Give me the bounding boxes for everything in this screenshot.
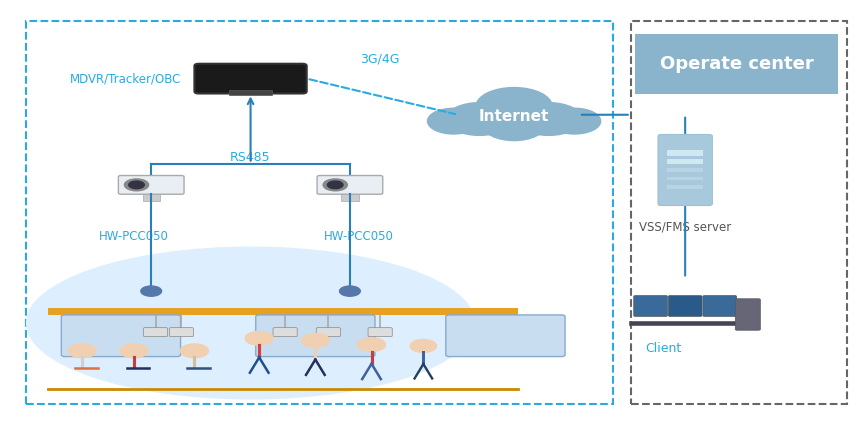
- FancyBboxPatch shape: [317, 176, 383, 194]
- Circle shape: [358, 338, 385, 351]
- FancyBboxPatch shape: [143, 328, 168, 337]
- Circle shape: [410, 340, 436, 352]
- Circle shape: [120, 344, 148, 358]
- Bar: [341, 192, 359, 201]
- FancyBboxPatch shape: [368, 328, 392, 337]
- FancyBboxPatch shape: [669, 296, 702, 316]
- Circle shape: [181, 344, 208, 358]
- FancyBboxPatch shape: [229, 90, 272, 95]
- Circle shape: [446, 103, 512, 136]
- FancyBboxPatch shape: [273, 328, 297, 337]
- FancyBboxPatch shape: [658, 134, 712, 206]
- Bar: [143, 192, 160, 201]
- Bar: [668, 150, 703, 156]
- Text: HW-PCC050: HW-PCC050: [324, 230, 393, 243]
- Circle shape: [476, 88, 552, 125]
- Circle shape: [428, 108, 480, 134]
- Bar: [629, 321, 741, 325]
- Bar: [668, 185, 703, 189]
- Text: MDVR/Tracker/OBC: MDVR/Tracker/OBC: [70, 72, 181, 85]
- Circle shape: [327, 181, 343, 189]
- Text: 3G/4G: 3G/4G: [360, 53, 400, 66]
- Bar: [48, 308, 518, 314]
- FancyBboxPatch shape: [256, 315, 375, 357]
- Text: HW-PCC050: HW-PCC050: [99, 230, 168, 243]
- FancyBboxPatch shape: [634, 296, 668, 316]
- FancyBboxPatch shape: [61, 315, 181, 357]
- Ellipse shape: [26, 246, 475, 400]
- FancyBboxPatch shape: [446, 315, 565, 357]
- Circle shape: [141, 286, 162, 296]
- Circle shape: [68, 344, 96, 358]
- Text: VSS/FMS server: VSS/FMS server: [639, 221, 731, 234]
- Bar: [668, 168, 703, 172]
- Circle shape: [515, 103, 582, 136]
- Circle shape: [302, 334, 329, 347]
- Circle shape: [124, 179, 149, 191]
- FancyBboxPatch shape: [118, 176, 184, 194]
- Circle shape: [549, 108, 600, 134]
- Bar: [668, 159, 703, 164]
- Circle shape: [245, 332, 273, 345]
- FancyBboxPatch shape: [735, 299, 760, 330]
- Text: RS485: RS485: [230, 150, 271, 164]
- FancyBboxPatch shape: [635, 34, 838, 94]
- Circle shape: [483, 110, 545, 141]
- Text: Client: Client: [645, 342, 682, 355]
- Text: Internet: Internet: [479, 109, 550, 125]
- Text: Operate center: Operate center: [660, 55, 813, 73]
- FancyBboxPatch shape: [703, 296, 737, 316]
- FancyBboxPatch shape: [194, 64, 307, 94]
- Circle shape: [129, 181, 144, 189]
- FancyBboxPatch shape: [316, 328, 340, 337]
- Bar: [668, 177, 703, 180]
- Circle shape: [323, 179, 347, 191]
- Circle shape: [340, 286, 360, 296]
- FancyBboxPatch shape: [169, 328, 194, 337]
